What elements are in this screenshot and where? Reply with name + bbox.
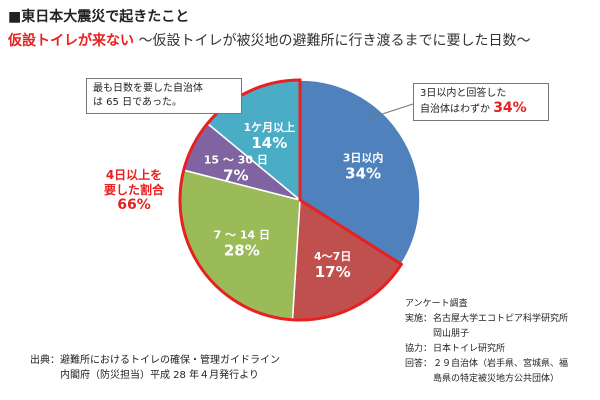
slice-value-label: 14% (251, 134, 287, 152)
slice-label: 15 〜 30 日 (204, 153, 268, 166)
slice-value-label: 17% (315, 263, 351, 281)
survey-heading: アンケート調査 (405, 299, 468, 309)
survey-info: アンケート調査 実施： 名古屋大学エコトピア科学研究所 岡山朋子 協力： 日本ト… (405, 297, 590, 387)
callout-max-days: 最も日数を要した自治体 は 65 日であった。 (86, 78, 242, 114)
slice-label: 4〜7日 (314, 250, 351, 263)
source-line1: 避難所におけるトイレの確保・管理ガイドライン (60, 355, 280, 366)
survey-value: 日本トイレ研究所 (433, 342, 590, 357)
source-label: 出典： (30, 355, 60, 366)
survey-row: 回答： ２９自治体（岩手県、宮城県、福 島県の特定被災地方公共団体） (405, 357, 590, 387)
callout-max-days-line1: 最も日数を要した自治体 (93, 83, 203, 94)
page-subtitle: 仮設トイレが来ない 〜仮設トイレが被災地の避難所に行き渡るまでに要した日数〜 (8, 30, 530, 50)
callout-right-pointer (363, 103, 414, 121)
callout-max-days-line2: は 65 日であった。 (93, 97, 182, 108)
over-four-days-line2: 要した割合 (103, 183, 164, 197)
survey-row: 協力： 日本トイレ研究所 (405, 342, 590, 357)
callout-within-3-days: 3日以内と回答した 自治体はわずか 34% (413, 83, 549, 121)
source-line2: 内閣府（防災担当）平成 28 年４月発行より (60, 370, 259, 381)
survey-value-line: 日本トイレ研究所 (433, 344, 506, 354)
slice-label: 3日以内 (343, 150, 384, 164)
over-four-days-line1: 4日以上を (105, 168, 163, 182)
callout-within-3-days-pct: 34% (493, 100, 527, 116)
callout-within-3-days-line1: 3日以内と回答した (420, 88, 507, 99)
over-four-days-label: 4日以上を 要した割合 66% (94, 168, 174, 213)
survey-value: 名古屋大学エコトピア科学研究所 岡山朋子 (433, 312, 590, 342)
survey-key: 実施： (405, 314, 433, 324)
survey-key: 協力： (405, 344, 433, 354)
subtitle-accent: 仮設トイレが来ない (8, 33, 134, 49)
survey-key: 回答： (405, 359, 433, 369)
survey-value-line: ２９自治体（岩手県、宮城県、福 (433, 359, 569, 369)
survey-value-line: 島県の特定被災地方公共団体） (433, 374, 560, 384)
slice-value-label: 7% (223, 166, 248, 184)
slice-label: 1ケ月以上 (243, 120, 295, 134)
page-title: ■東日本大震災で起きたこと (8, 9, 190, 25)
slice-label: 7 〜 14 日 (214, 228, 270, 241)
survey-value-line: 名古屋大学エコトピア科学研究所 (433, 314, 569, 324)
source-row-1: 出典：避難所におけるトイレの確保・管理ガイドライン (30, 353, 280, 368)
callout-within-3-days-line2: 自治体はわずか 34% (420, 101, 542, 117)
survey-value: ２９自治体（岩手県、宮城県、福 島県の特定被災地方公共団体） (433, 357, 590, 387)
slice-value-label: 28% (224, 241, 260, 259)
callout-within-3-days-text: 自治体はわずか (420, 104, 490, 115)
subtitle-text: 〜仮設トイレが被災地の避難所に行き渡るまでに要した日数〜 (138, 33, 531, 49)
survey-row: 実施： 名古屋大学エコトピア科学研究所 岡山朋子 (405, 312, 590, 342)
survey-value-line: 岡山朋子 (433, 329, 470, 339)
slice-value-label: 34% (345, 164, 381, 182)
source-note: 出典：避難所におけるトイレの確保・管理ガイドライン 内閣府（防災担当）平成 28… (30, 353, 280, 383)
over-four-days-pct: 66% (117, 197, 151, 213)
